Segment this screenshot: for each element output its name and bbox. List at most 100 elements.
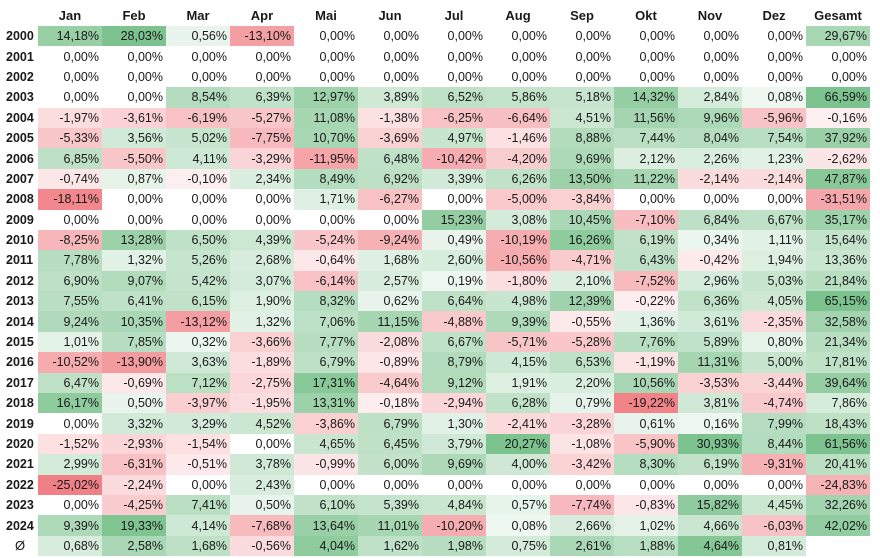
month-value-cell: 1,91%	[486, 372, 550, 394]
header-row: Jan Feb Mar Apr Mai Jun Jul Aug Sep Okt Nov Dez Gesa…	[2, 4, 870, 26]
total-cell: 0,00%	[806, 46, 870, 67]
average-value-cell: 1,62%	[358, 535, 422, 557]
month-value-cell: 6,84%	[678, 209, 742, 230]
month-value-cell: 3,63%	[166, 352, 230, 373]
month-value-cell: 2,60%	[422, 250, 486, 271]
month-value-cell: -0,18%	[358, 393, 422, 414]
month-value-cell: 6,64%	[422, 291, 486, 312]
total-cell: 18,43%	[806, 413, 870, 434]
month-value-cell: 0,00%	[742, 189, 806, 210]
month-value-cell: 0,00%	[550, 66, 614, 88]
month-value-cell: 0,00%	[294, 209, 358, 230]
year-label: 2021	[6, 457, 34, 472]
month-value-cell: 8,44%	[742, 433, 806, 455]
month-value-cell: 6,79%	[358, 413, 422, 434]
total-cell: 39,64%	[806, 372, 870, 394]
month-value-cell: -13,90%	[102, 352, 166, 373]
month-value-cell: -1,08%	[550, 433, 614, 455]
month-value-cell: 0,00%	[38, 66, 102, 88]
month-value-cell: 0,00%	[166, 189, 230, 210]
month-value-cell: -13,12%	[166, 311, 230, 332]
year-label: 2005	[6, 131, 34, 146]
month-value-cell: 0,61%	[614, 413, 678, 434]
month-value-cell: 0,00%	[230, 66, 294, 88]
year-label: 2007	[6, 171, 34, 186]
month-value-cell: -1,38%	[358, 107, 422, 128]
month-value-cell: -2,08%	[358, 331, 422, 353]
month-value-cell: 0,00%	[294, 26, 358, 47]
month-value-cell: 4,11%	[166, 148, 230, 169]
month-value-cell: -3,84%	[550, 189, 614, 210]
month-value-cell: 2,34%	[230, 168, 294, 190]
month-value-cell: 0,00%	[102, 66, 166, 88]
month-value-cell: 3,61%	[678, 311, 742, 332]
month-value-cell: 0,00%	[166, 209, 230, 230]
month-value-cell: 0,34%	[678, 229, 742, 251]
month-value-cell: -1,97%	[38, 107, 102, 128]
month-value-cell: 6,19%	[614, 229, 678, 251]
average-value-cell: 0,68%	[38, 535, 102, 557]
month-value-cell: 0,00%	[102, 87, 166, 108]
month-value-cell: 2,66%	[550, 515, 614, 536]
month-value-cell: 4,52%	[230, 413, 294, 434]
column-header-aug: Aug	[505, 7, 531, 23]
month-value-cell: 0,62%	[358, 291, 422, 312]
month-value-cell: 7,78%	[38, 250, 102, 271]
total-cell: 37,92%	[806, 127, 870, 149]
month-value-cell: -3,28%	[550, 413, 614, 434]
table-row: 2018 16,17% 0,50% -3,97% -1,95% 13,31% -0,18% -…	[2, 393, 870, 414]
table-row: 2021 2,99% -6,31% -0,51% 3,78% -0,99% 6,00% 9,6…	[2, 454, 870, 475]
month-value-cell: 0,00%	[486, 26, 550, 47]
month-value-cell: -5,28%	[550, 331, 614, 353]
table-row: 2011 7,78% 1,32% 5,26% 2,68% -0,64% 1,68% 2,60%…	[2, 250, 870, 271]
month-value-cell: 1,30%	[422, 413, 486, 434]
month-value-cell: -1,89%	[230, 352, 294, 373]
month-value-cell: 0,00%	[678, 474, 742, 495]
month-value-cell: 4,66%	[678, 515, 742, 536]
month-value-cell: 1,11%	[742, 229, 806, 251]
month-value-cell: 5,89%	[678, 331, 742, 353]
year-label: 2016	[6, 355, 34, 370]
month-value-cell: -0,10%	[166, 168, 230, 190]
month-value-cell: -7,75%	[230, 127, 294, 149]
month-value-cell: 0,19%	[422, 270, 486, 292]
month-value-cell: -5,24%	[294, 229, 358, 251]
month-value-cell: -6,27%	[358, 189, 422, 210]
month-value-cell: -10,52%	[38, 352, 102, 373]
month-value-cell: 1,90%	[230, 291, 294, 312]
month-value-cell: -2,14%	[678, 168, 742, 190]
month-value-cell: -3,86%	[294, 413, 358, 434]
year-label: 2015	[6, 335, 34, 350]
month-value-cell: 16,26%	[550, 229, 614, 251]
month-value-cell: 1,94%	[742, 250, 806, 271]
month-value-cell: 13,64%	[294, 515, 358, 536]
month-value-cell: 0,00%	[550, 26, 614, 47]
month-value-cell: 0,00%	[230, 433, 294, 455]
total-cell: 21,84%	[806, 270, 870, 292]
month-value-cell: 6,36%	[678, 291, 742, 312]
month-value-cell: 2,20%	[550, 372, 614, 394]
year-label: 2008	[6, 192, 34, 207]
month-value-cell: -7,74%	[550, 494, 614, 516]
month-value-cell: 0,00%	[678, 189, 742, 210]
year-label: 2009	[6, 212, 34, 227]
month-value-cell: 8,79%	[422, 352, 486, 373]
month-value-cell: 1,68%	[358, 250, 422, 271]
table-row: 2013 7,55% 6,41% 6,15% 1,90% 8,32% 0,62% 6,64% 4…	[2, 291, 870, 312]
year-label: 2002	[6, 69, 34, 84]
month-value-cell: 5,18%	[550, 87, 614, 108]
month-value-cell: -11,95%	[294, 148, 358, 169]
month-value-cell: -0,83%	[614, 494, 678, 516]
total-cell: -2,62%	[806, 148, 870, 169]
month-value-cell: 13,28%	[102, 229, 166, 251]
table-row: 2024 9,39% 19,33% 4,14% -7,68% 13,64% 11,01% -1…	[2, 515, 870, 536]
table-row: 2014 9,24% 10,35% -13,12% 1,32% 7,06% 11,15% -4…	[2, 311, 870, 332]
month-value-cell: 0,00%	[486, 474, 550, 495]
year-label: 2003	[6, 90, 34, 105]
month-value-cell: 6,67%	[742, 209, 806, 230]
month-value-cell: 0,80%	[742, 331, 806, 353]
month-value-cell: 0,00%	[230, 46, 294, 67]
column-header-mai: Mai	[315, 7, 337, 23]
month-value-cell: 0,00%	[294, 46, 358, 67]
month-value-cell: 2,96%	[678, 270, 742, 292]
